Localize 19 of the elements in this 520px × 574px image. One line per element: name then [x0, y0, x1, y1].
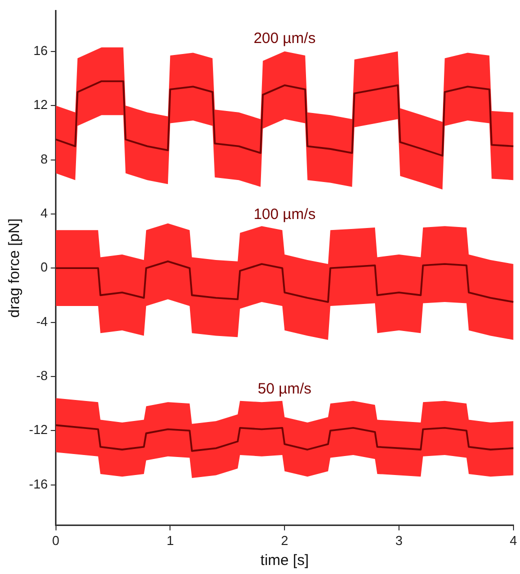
y-tick-label: -12 [28, 422, 48, 438]
x-tick-label: 1 [166, 532, 174, 548]
text: 200 µm/s [254, 30, 316, 48]
x-tick-label: 2 [280, 532, 288, 548]
text: 100 µm/s [254, 206, 316, 224]
y-tick-label: 12 [33, 97, 48, 112]
y-tick-label: 4 [40, 206, 48, 221]
y-tick-label: -4 [36, 314, 48, 329]
y-tick-label: -8 [36, 368, 48, 384]
text: 50 µm/s [258, 380, 312, 398]
y-tick-label: -16 [28, 476, 48, 492]
y-tick-label: 16 [33, 43, 48, 58]
x-tick-label: 0 [52, 532, 60, 548]
x-axis-title: time [s] [260, 552, 309, 570]
x-tick-label: 4 [510, 532, 517, 548]
x-tick-label: 3 [395, 532, 403, 548]
y-tick-label: 0 [40, 260, 48, 275]
y-tick-label: 8 [40, 151, 48, 166]
y-axis-title: drag force [pN] [6, 218, 24, 318]
